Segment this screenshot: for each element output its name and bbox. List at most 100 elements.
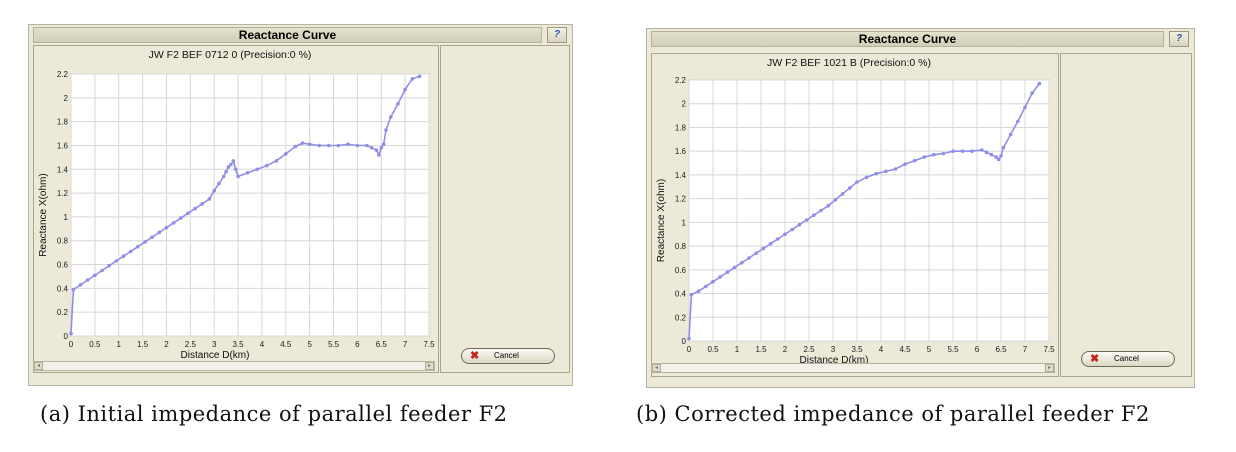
data-point: [718, 275, 722, 279]
data-point: [812, 213, 816, 217]
data-point: [776, 237, 780, 241]
data-point: [369, 146, 374, 150]
y-tick-label: 1.2: [57, 189, 69, 198]
data-point: [150, 235, 154, 239]
data-point: [69, 331, 73, 336]
data-point: [128, 249, 133, 254]
data-point: [790, 227, 794, 232]
data-point: [389, 115, 393, 119]
x-tick-label: 2: [783, 345, 788, 354]
data-point: [307, 142, 312, 147]
data-point: [840, 192, 845, 196]
data-point: [212, 188, 216, 193]
reactance-window-b: Reactance Curve ? 0 0.5 1 1.5 2 2.5 3 3.5 4 4.5 5 5…: [646, 28, 1195, 388]
x-tick-label: 5: [307, 340, 312, 349]
y-tick-label: 0.2: [675, 313, 687, 322]
data-point: [696, 289, 701, 293]
y-tick-label: 0: [64, 332, 69, 341]
data-point: [377, 153, 381, 157]
data-point: [984, 150, 989, 155]
data-point: [689, 292, 694, 297]
horizontal-scrollbar[interactable]: ◂ ▸: [651, 363, 1055, 373]
data-point: [200, 202, 205, 206]
data-point: [136, 244, 140, 249]
x-tick-label: 2.5: [185, 340, 197, 349]
data-point: [71, 287, 76, 292]
data-point: [284, 152, 288, 156]
x-tick-label: 2: [164, 340, 169, 349]
data-point: [884, 169, 888, 174]
y-tick-label: 1: [682, 218, 687, 227]
data-point: [293, 144, 298, 149]
y-tick-label: 2.2: [675, 76, 687, 85]
y-tick-label: 0.6: [675, 266, 687, 275]
data-point: [355, 143, 360, 148]
x-axis-label: Distance D(km): [181, 350, 250, 361]
x-tick-label: 7: [1023, 345, 1028, 354]
data-point: [732, 265, 737, 270]
data-point: [100, 268, 104, 273]
plot-area: [688, 79, 1050, 342]
data-point: [819, 208, 823, 213]
data-point: [417, 74, 422, 79]
data-point: [221, 174, 226, 179]
chart-title: JW F2 BEF 0712 0 (Precision:0 %): [149, 49, 312, 61]
close-icon: ✖: [470, 350, 480, 362]
data-point: [711, 279, 715, 284]
help-icon[interactable]: ?: [547, 27, 567, 43]
data-point: [327, 143, 331, 148]
horizontal-scrollbar[interactable]: ◂ ▸: [33, 361, 435, 371]
x-tick-label: 7: [403, 340, 408, 349]
y-tick-label: 0.6: [57, 261, 69, 270]
x-tick-label: 6: [975, 345, 980, 354]
x-tick-label: 0: [687, 345, 692, 354]
data-point: [396, 102, 400, 106]
data-point: [941, 151, 946, 156]
data-point: [217, 181, 221, 186]
plot-area: [70, 73, 430, 337]
data-point: [994, 155, 998, 159]
scroll-right-icon[interactable]: ▸: [1045, 364, 1054, 372]
x-tick-label: 4.5: [899, 345, 911, 354]
y-tick-label: 2: [682, 100, 687, 109]
data-point: [999, 154, 1003, 158]
data-point: [229, 162, 233, 167]
cancel-button-label: Cancel: [1114, 354, 1139, 363]
data-point: [384, 128, 388, 132]
x-tick-label: 7.5: [1043, 345, 1055, 354]
data-point: [768, 241, 773, 246]
data-point: [403, 87, 407, 92]
data-point: [93, 273, 97, 278]
scroll-left-icon[interactable]: ◂: [34, 362, 43, 370]
x-tick-label: 0.5: [707, 345, 719, 354]
y-tick-label: 0.8: [57, 237, 69, 246]
data-point: [951, 149, 955, 153]
window-title: Reactance Curve: [651, 31, 1164, 47]
y-tick-label: 0.8: [675, 242, 687, 251]
data-point: [179, 216, 183, 220]
scroll-left-icon[interactable]: ◂: [652, 364, 661, 372]
close-icon: ✖: [1090, 353, 1100, 365]
data-point: [932, 152, 936, 157]
help-icon[interactable]: ?: [1169, 31, 1189, 47]
data-point: [804, 218, 809, 222]
cancel-button[interactable]: ✖ Cancel: [1081, 351, 1175, 367]
x-tick-label: 3.5: [233, 340, 245, 349]
data-point: [300, 141, 305, 145]
cancel-button[interactable]: ✖ Cancel: [461, 348, 555, 364]
scroll-right-icon[interactable]: ▸: [425, 362, 434, 370]
y-tick-label: 1.4: [57, 165, 69, 174]
y-tick-label: 2: [64, 94, 69, 103]
data-point: [922, 155, 926, 159]
y-tick-label: 0: [682, 337, 687, 346]
x-tick-label: 5: [927, 345, 932, 354]
x-tick-label: 3: [212, 340, 217, 349]
y-tick-label: 0.4: [675, 290, 687, 299]
x-axis-label: Distance D(km): [800, 355, 869, 366]
data-point: [85, 278, 90, 282]
data-point: [797, 222, 802, 227]
chart-area: 0 0.5 1 1.5 2 2.5 3 3.5 4 4.5 5 5.5 6 6.5 7 7.5 0 0.2 0.4 0…: [33, 45, 439, 373]
data-point: [848, 186, 852, 190]
data-point: [893, 167, 898, 171]
y-axis-label: Reactance X(ohm): [38, 173, 49, 256]
